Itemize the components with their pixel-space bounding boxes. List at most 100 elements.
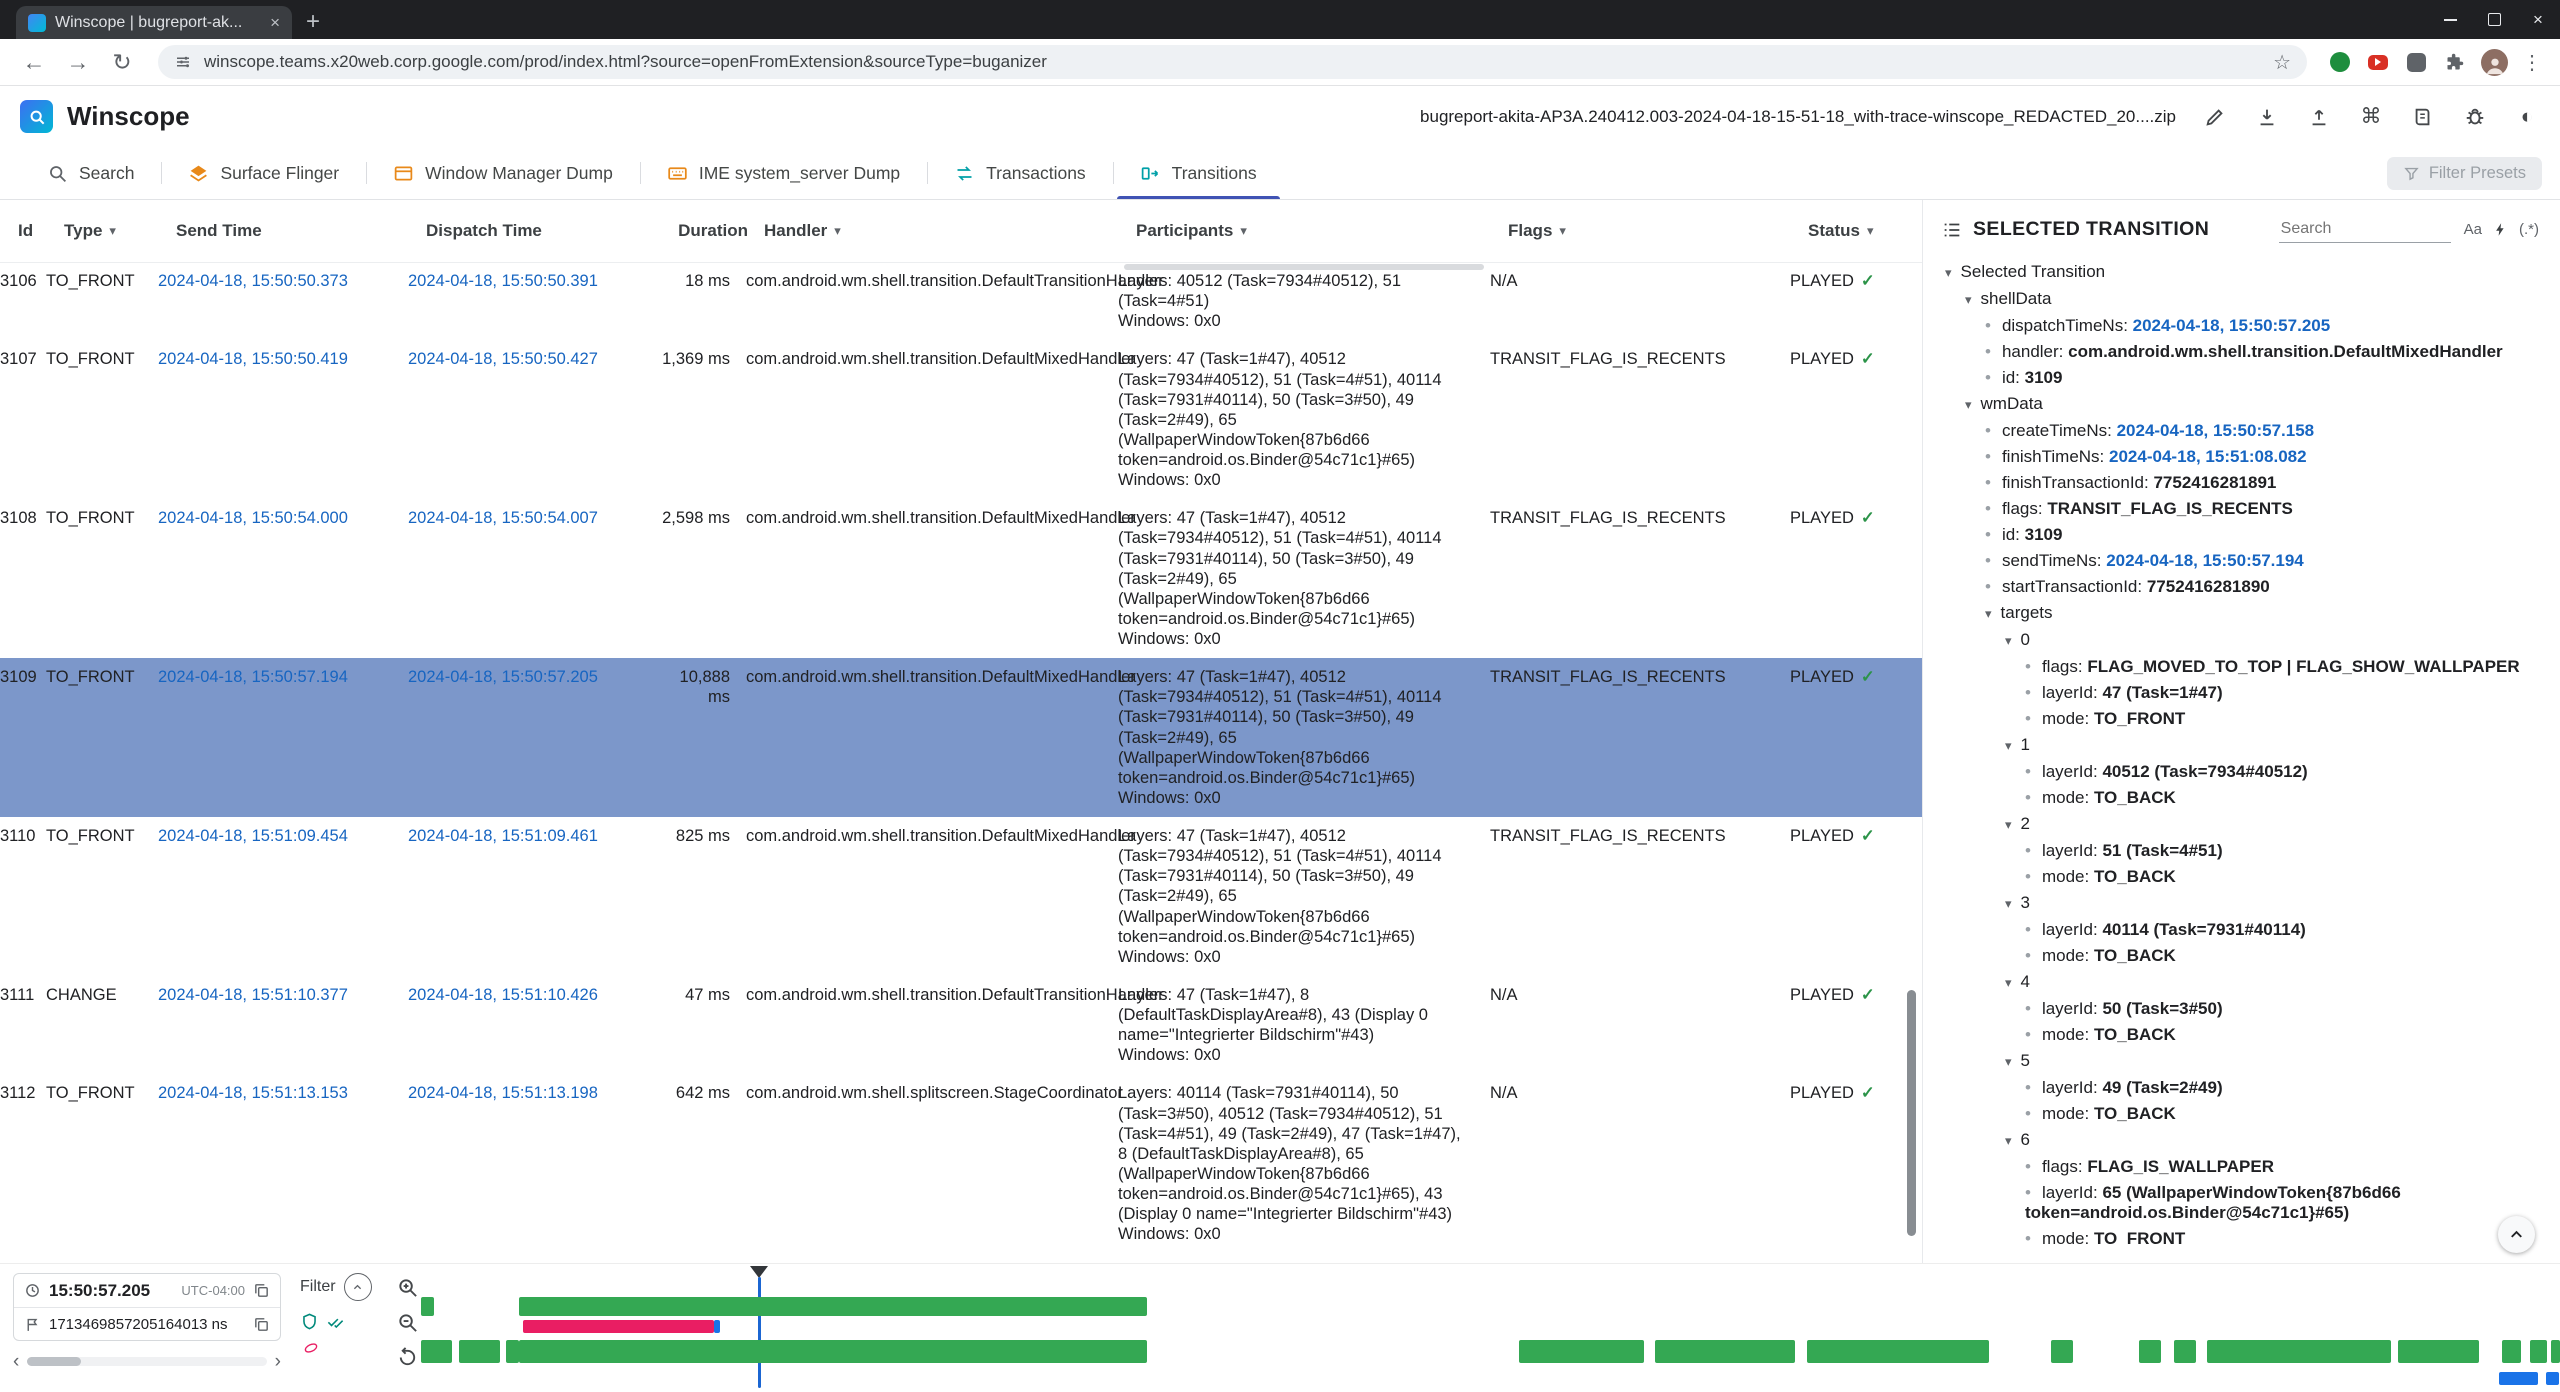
timeline-segment[interactable] — [421, 1297, 434, 1316]
timeline-cursor-line[interactable] — [758, 1277, 761, 1388]
tree-leaf[interactable]: • layerId: 65 (WallpaperWindowToken{87b6d… — [1941, 1180, 2539, 1226]
vertical-scrollbar-thumb[interactable] — [1907, 990, 1916, 1236]
tab-search[interactable]: Search — [20, 147, 161, 199]
tree-leaf[interactable]: • mode: TO_BACK — [1941, 864, 2539, 890]
tree-leaf[interactable]: • flags: TRANSIT_FLAG_IS_RECENTS — [1941, 496, 2539, 522]
download-icon[interactable] — [2254, 104, 2280, 130]
property-value[interactable]: 2024-04-18, 15:50:57.158 — [2116, 421, 2315, 440]
transactions-filter-icon[interactable] — [300, 1312, 319, 1331]
tree-node[interactable]: ▾ wmData — [1941, 391, 2539, 418]
match-case-button[interactable]: Aa — [2463, 221, 2482, 238]
tab-surface-flinger[interactable]: Surface Flinger — [161, 147, 366, 199]
dark-mode-icon[interactable]: ◐ — [2520, 104, 2534, 128]
tree-leaf[interactable]: • mode: TO_BACK — [1941, 1022, 2539, 1048]
tree-leaf[interactable]: • handler: com.android.wm.shell.transitio… — [1941, 339, 2539, 365]
timeline-segment[interactable] — [2398, 1340, 2479, 1363]
address-bar[interactable]: winscope.teams.x20web.corp.google.com/pr… — [158, 45, 2307, 79]
timeline-segment[interactable] — [459, 1340, 500, 1363]
expand-arrow-icon[interactable]: ▾ — [1965, 292, 1972, 307]
tree-leaf[interactable]: • layerId: 40512 (Task=7934#40512) — [1941, 759, 2539, 785]
tree-node[interactable]: ▾ 5 — [1941, 1048, 2539, 1075]
timestamp-link[interactable]: 2024-04-18, 15:50:54.000 — [158, 509, 348, 528]
expand-arrow-icon[interactable]: ▾ — [1945, 265, 1952, 280]
extension-red-icon[interactable] — [2365, 49, 2391, 75]
tree-node[interactable]: ▾ targets — [1941, 600, 2539, 627]
horizontal-scrollbar-thumb[interactable] — [1124, 264, 1484, 270]
extensions-puzzle-icon[interactable] — [2441, 49, 2467, 75]
column-header-type[interactable]: Type ▾ — [64, 221, 176, 241]
scroll-left-icon[interactable]: ‹ — [13, 1351, 20, 1372]
timeline-segment[interactable] — [2174, 1340, 2196, 1363]
edit-filename-icon[interactable] — [2202, 104, 2228, 130]
timeline-segment[interactable] — [2051, 1340, 2073, 1363]
timestamp-link[interactable]: 2024-04-18, 15:51:09.461 — [408, 827, 598, 845]
timeline-segment[interactable] — [2546, 1372, 2559, 1385]
expand-arrow-icon[interactable]: ▾ — [2005, 817, 2012, 832]
table-row[interactable]: 3112 TO_FRONT 2024-04-18, 15:51:13.153 2024… — [0, 1074, 1922, 1253]
timestamp-link[interactable]: 2024-04-18, 15:51:09.454 — [158, 827, 348, 845]
tab-transactions[interactable]: Transactions — [927, 147, 1113, 199]
mini-scroll-thumb[interactable] — [27, 1357, 82, 1366]
timeline-segment[interactable] — [421, 1340, 452, 1363]
forward-icon[interactable]: → — [66, 48, 90, 75]
regex-button[interactable]: (.*) — [2519, 221, 2539, 238]
zoom-in-icon[interactable] — [396, 1276, 419, 1299]
timeline-cursor-handle[interactable] — [750, 1266, 768, 1278]
bookmark-star-icon[interactable]: ☆ — [2273, 51, 2291, 74]
tree-node[interactable]: ▾ 0 — [1941, 627, 2539, 654]
filter-caret-icon[interactable]: ▾ — [1866, 223, 1874, 238]
extension-green-icon[interactable] — [2327, 49, 2353, 75]
expand-arrow-icon[interactable]: ▾ — [2005, 1133, 2012, 1148]
timestamp-link[interactable]: 2024-04-18, 15:51:13.153 — [158, 1084, 348, 1103]
tree-leaf[interactable]: • dispatchTimeNs: 2024-04-18, 15:50:57.20… — [1941, 313, 2539, 339]
tree-leaf[interactable]: • mode: TO_FRONT — [1941, 1226, 2539, 1244]
timestamp-link[interactable]: 2024-04-18, 15:50:57.194 — [158, 668, 348, 687]
copy-icon[interactable] — [253, 1316, 270, 1333]
tree-leaf[interactable]: • flags: FLAG_MOVED_TO_TOP | FLAG_SHOW_WA… — [1941, 654, 2539, 680]
timeline-segment[interactable] — [506, 1340, 519, 1363]
copy-icon[interactable] — [253, 1282, 270, 1299]
tree-leaf[interactable]: • mode: TO_BACK — [1941, 1101, 2539, 1127]
mini-scroll-track[interactable] — [27, 1357, 267, 1366]
table-row[interactable]: 3113CHANGE2024-04-18, 15:51:13.3262024-0… — [0, 1253, 1922, 1263]
profile-avatar[interactable] — [2481, 48, 2508, 76]
table-row[interactable]: 3111 CHANGE 2024-04-18, 15:51:10.377 2024-0… — [0, 976, 1922, 1075]
timestamp-link[interactable]: 2024-04-18, 15:50:50.427 — [408, 350, 598, 369]
tree-leaf[interactable]: • finishTimeNs: 2024-04-18, 15:51:08.082 — [1941, 444, 2539, 470]
tab-close-icon[interactable]: × — [270, 13, 280, 32]
tree-node[interactable]: ▾ 3 — [1941, 890, 2539, 917]
table-row[interactable]: 3110 TO_FRONT 2024-04-18, 15:51:09.454 2024… — [0, 817, 1922, 976]
browser-menu-icon[interactable]: ⋮ — [2522, 51, 2542, 74]
tree-leaf[interactable]: • mode: TO_FRONT — [1941, 706, 2539, 732]
property-value[interactable]: 2024-04-18, 15:50:57.205 — [2132, 316, 2331, 335]
tree-leaf[interactable]: • layerId: 50 (Task=3#50) — [1941, 996, 2539, 1022]
timestamp-link[interactable]: 2024-04-18, 15:51:13.198 — [408, 1084, 598, 1103]
tree-leaf[interactable]: • sendTimeNs: 2024-04-18, 15:50:57.194 — [1941, 548, 2539, 574]
timeline-segment[interactable] — [714, 1320, 720, 1333]
browser-tab[interactable]: Winscope | bugreport-ak... × — [16, 6, 292, 39]
highlight-icon[interactable] — [2493, 222, 2508, 237]
tree-node[interactable]: ▾ 6 — [1941, 1127, 2539, 1154]
timeline-segment[interactable] — [1519, 1340, 1644, 1363]
tree-leaf[interactable]: • layerId: 49 (Task=2#49) — [1941, 1075, 2539, 1101]
tree-leaf[interactable]: • id: 3109 — [1941, 365, 2539, 391]
tree-leaf[interactable]: • flags: FLAG_IS_WALLPAPER — [1941, 1154, 2539, 1180]
timeline-segment[interactable] — [2207, 1340, 2391, 1363]
inspector-search-input[interactable] — [2278, 216, 2451, 243]
tab-window-manager-dump[interactable]: Window Manager Dump — [366, 147, 640, 199]
timeline-segment[interactable] — [1655, 1340, 1795, 1363]
timestamp-link[interactable]: 2024-04-18, 15:50:50.419 — [158, 350, 348, 369]
timestamp-link[interactable]: 2024-04-18, 15:50:57.205 — [408, 668, 598, 687]
report-bug-icon[interactable] — [2462, 104, 2488, 130]
timestamp-link[interactable]: 2024-04-18, 15:50:50.391 — [408, 272, 598, 290]
filter-caret-icon[interactable]: ▾ — [109, 223, 116, 238]
tree-leaf[interactable]: • mode: TO_BACK — [1941, 785, 2539, 811]
filter-caret-icon[interactable]: ▾ — [834, 223, 841, 238]
tree-leaf[interactable]: • id: 3109 — [1941, 522, 2539, 548]
reload-icon[interactable]: ↻ — [112, 48, 132, 75]
tree-node[interactable]: ▾ Selected Transition — [1941, 259, 2539, 286]
tree-leaf[interactable]: • startTransactionId: 7752416281890 — [1941, 574, 2539, 600]
expand-arrow-icon[interactable]: ▾ — [2005, 738, 2012, 753]
tab-transitions[interactable]: Transitions — [1112, 147, 1284, 199]
expand-arrow-icon[interactable]: ▾ — [2005, 633, 2012, 648]
